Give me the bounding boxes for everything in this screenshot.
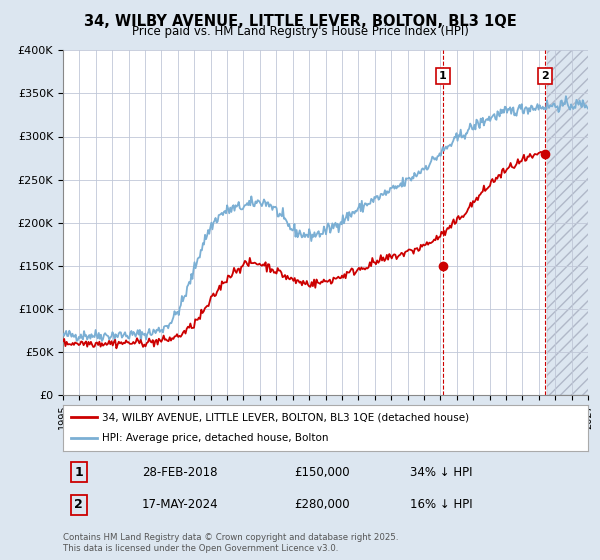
Text: 34% ↓ HPI: 34% ↓ HPI [409, 466, 472, 479]
Text: 1: 1 [439, 71, 446, 81]
Text: 34, WILBY AVENUE, LITTLE LEVER, BOLTON, BL3 1QE: 34, WILBY AVENUE, LITTLE LEVER, BOLTON, … [83, 14, 517, 29]
Text: Contains HM Land Registry data © Crown copyright and database right 2025.
This d: Contains HM Land Registry data © Crown c… [63, 533, 398, 553]
Text: HPI: Average price, detached house, Bolton: HPI: Average price, detached house, Bolt… [103, 433, 329, 444]
Bar [547, 50, 596, 395]
Text: 2: 2 [541, 71, 549, 81]
Text: £280,000: £280,000 [294, 498, 350, 511]
Text: Price paid vs. HM Land Registry's House Price Index (HPI): Price paid vs. HM Land Registry's House … [131, 25, 469, 38]
Text: 1: 1 [74, 466, 83, 479]
Text: £150,000: £150,000 [294, 466, 350, 479]
Text: 28-FEB-2018: 28-FEB-2018 [142, 466, 217, 479]
Text: 17-MAY-2024: 17-MAY-2024 [142, 498, 218, 511]
Bar [547, 50, 596, 395]
Text: 16% ↓ HPI: 16% ↓ HPI [409, 498, 472, 511]
Text: 34, WILBY AVENUE, LITTLE LEVER, BOLTON, BL3 1QE (detached house): 34, WILBY AVENUE, LITTLE LEVER, BOLTON, … [103, 412, 470, 422]
Text: 2: 2 [74, 498, 83, 511]
